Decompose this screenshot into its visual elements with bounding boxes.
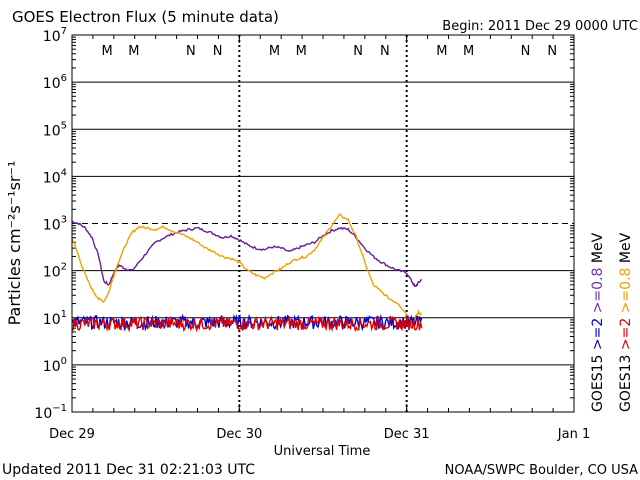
legend-entry: MeV (590, 232, 606, 267)
y-tick-label: 103 (43, 215, 67, 234)
legend-column: GOES15 >=2 >=0.8 MeV (590, 232, 606, 412)
y-tick-label: 104 (43, 167, 67, 186)
plot-frame (71, 34, 575, 413)
orbit-label: M (102, 44, 113, 59)
x-tick-label: Dec 30 (216, 427, 262, 442)
orbit-label: M (463, 44, 474, 59)
x-tick-label: Dec 29 (49, 427, 95, 442)
y-tick-label: 107 (43, 26, 67, 45)
legend-entry: >=2 (590, 318, 606, 355)
orbit-label: N (186, 44, 196, 59)
x-axis-label: Universal Time (274, 444, 371, 459)
series-line (71, 220, 423, 288)
orbit-label: M (128, 44, 139, 59)
y-tick-label: 102 (43, 262, 67, 281)
x-axis: Dec 29 Dec 30 Dec 31 Jan 1 (49, 35, 590, 442)
chart-title: GOES Electron Flux (5 minute data) (12, 8, 279, 26)
series-layer (71, 213, 423, 333)
legend-entry: MeV (618, 232, 634, 267)
legend-entry: GOES15 (590, 355, 606, 412)
orbit-label: M (436, 44, 447, 59)
legend-entry: GOES13 (618, 355, 634, 412)
x-tick-label: Dec 31 (384, 427, 430, 442)
y-axis-label: Particles cm⁻²s⁻¹sr⁻¹ (5, 161, 24, 326)
series-line (72, 315, 423, 333)
orbit-label: N (547, 44, 557, 59)
x-tick-label: Jan 1 (557, 427, 590, 442)
begin-label: Begin: 2011 Dec 29 0000 UTC (442, 19, 638, 34)
y-tick-label: 101 (43, 309, 67, 328)
credit-label: NOAA/SWPC Boulder, CO USA (445, 463, 638, 478)
orbit-label: N (521, 44, 531, 59)
orbit-label: M (296, 44, 307, 59)
legend-entry: >=0.8 (618, 268, 634, 318)
orbit-label: N (380, 44, 390, 59)
y-tick-label: 10−1 (34, 403, 67, 422)
updated-label: Updated 2011 Dec 31 02:21:03 UTC (2, 462, 255, 478)
legend-entry: >=2 (618, 318, 634, 355)
orbit-label: M (269, 44, 280, 59)
y-tick-label: 100 (43, 356, 67, 375)
y-tick-label: 106 (43, 73, 67, 92)
grid-layer (72, 35, 574, 412)
y-tick-label: 105 (43, 120, 67, 139)
orbit-label: N (353, 44, 363, 59)
legend-column: GOES13 >=2 >=0.8 MeV (618, 232, 634, 412)
orbit-label: N (213, 44, 223, 59)
legend-entry: >=0.8 (590, 268, 606, 318)
series-line (71, 213, 423, 326)
